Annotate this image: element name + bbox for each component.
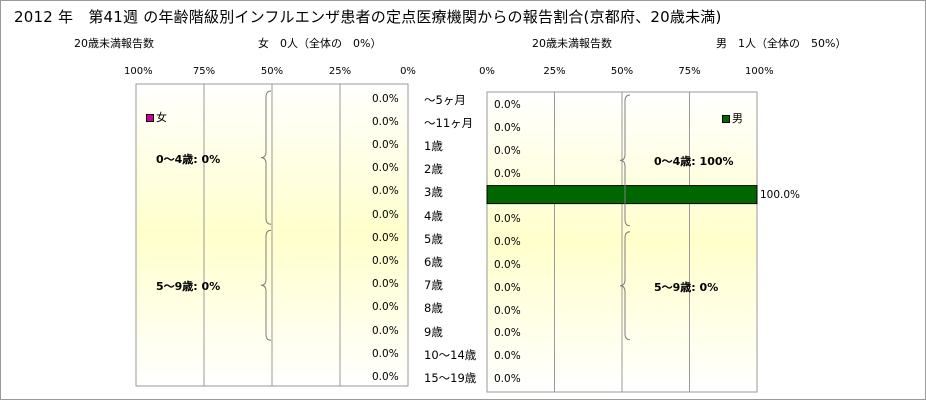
age-category-label: 9歳	[424, 324, 443, 339]
male-group-brace	[619, 94, 631, 227]
male-bar	[486, 185, 758, 205]
male-value-label: 0.0%	[494, 304, 521, 317]
age-category-label: 1歳	[424, 139, 443, 153]
male-x-tick-label: 25%	[543, 66, 566, 77]
female-group-label: 5～9歳: 0%	[156, 280, 221, 294]
female-value-label: 0.0%	[372, 162, 399, 175]
female-count-label: 20歳未満報告数	[74, 37, 154, 50]
female-value-label: 0.0%	[372, 255, 399, 267]
age-category-label: 6歳	[424, 255, 443, 269]
male-value-label: 0.0%	[494, 259, 521, 271]
female-group-brace	[260, 90, 272, 225]
age-category-label: 8歳	[424, 301, 443, 316]
female-value-label: 0.0%	[372, 371, 399, 383]
male-group-brace	[619, 231, 631, 341]
male-value-label: 0.0%	[494, 122, 521, 135]
female-value-label: 0.0%	[372, 301, 399, 314]
female-summary: 女 0人（全体の 0%）	[258, 37, 382, 50]
male-legend: 男	[722, 110, 743, 126]
female-value-label: 0.0%	[372, 115, 399, 128]
age-category-label: 4歳	[424, 208, 443, 223]
female-x-tick-label: 100%	[124, 66, 153, 77]
female-legend: 女	[146, 109, 167, 125]
female-x-tick-label: 50%	[260, 66, 284, 77]
female-group-label: 0～4歳: 0%	[156, 152, 221, 166]
male-x-tick-label: 0%	[479, 66, 495, 77]
page-title: 2012 年 第41週 の年齢階級別インフルエンザ患者の定点医療機関からの報告割…	[14, 8, 722, 26]
female-value-label: 0.0%	[372, 92, 399, 105]
age-category-label: ～5ヶ月	[424, 92, 466, 107]
male-x-tick-label: 75%	[678, 66, 701, 77]
female-x-tick-label: 75%	[192, 66, 216, 77]
female-x-tick-label: 0%	[400, 66, 416, 77]
male-legend-swatch	[722, 115, 730, 123]
male-value-label: 100.0%	[760, 188, 801, 201]
age-category-label: 5歳	[424, 231, 443, 246]
male-value-label: 0.0%	[494, 327, 521, 340]
male-value-label: 0.0%	[494, 99, 521, 112]
female-x-tick-label: 25%	[328, 66, 352, 77]
male-value-label: 0.0%	[494, 236, 521, 249]
male-value-label: 0.0%	[494, 213, 521, 226]
female-value-label: 0.0%	[372, 139, 399, 151]
female-value-label: 0.0%	[372, 324, 399, 337]
male-value-label: 0.0%	[494, 350, 521, 363]
female-group-brace	[260, 229, 272, 341]
male-legend-label: 男	[732, 112, 743, 125]
male-group-label: 0～4歳: 100%	[654, 155, 734, 169]
male-value-label: 0.0%	[494, 145, 521, 157]
female-value-label: 0.0%	[372, 231, 399, 244]
male-count-label: 20歳未満報告数	[532, 37, 612, 50]
female-legend-label: 女	[156, 111, 167, 124]
male-value-label: 0.0%	[494, 167, 521, 180]
age-category-label: 2歳	[424, 162, 443, 177]
male-value-label: 0.0%	[494, 373, 521, 385]
age-category-label: ～11ヶ月	[424, 115, 474, 130]
age-category-label: 15～19歳	[424, 371, 477, 385]
male-x-tick-label: 50%	[610, 66, 634, 77]
female-value-label: 0.0%	[372, 347, 399, 360]
age-category-label: 3歳	[424, 185, 443, 200]
age-category-label: 7歳	[424, 278, 443, 293]
age-category-label: 10～14歳	[424, 347, 477, 362]
male-x-tick-label: 100%	[745, 66, 774, 77]
male-summary: 男 1人（全体の 50%）	[716, 37, 847, 50]
female-value-label: 0.0%	[372, 185, 399, 198]
male-value-label: 0.0%	[494, 281, 521, 294]
female-value-label: 0.0%	[372, 278, 399, 291]
male-group-label: 5～9歳: 0%	[654, 280, 719, 294]
female-value-label: 0.0%	[372, 208, 399, 221]
female-legend-swatch	[146, 114, 154, 122]
